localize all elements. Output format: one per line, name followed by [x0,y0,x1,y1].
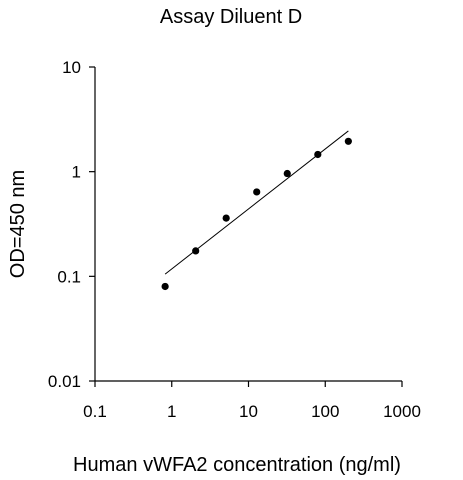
x-tick-label: 1 [167,402,176,421]
data-point [314,150,322,159]
data-point [161,282,169,291]
y-axis-label: OD=450 nm [7,170,29,278]
data-point [253,188,261,196]
chart-title: Assay Diluent D [160,6,302,28]
x-tick-label: 100 [311,402,339,421]
axes [94,67,402,382]
y-tick-label: 1 [72,163,81,182]
data-point [192,247,200,255]
data-point [222,214,230,222]
data-point [344,137,352,145]
data-points [161,137,352,291]
y-tick-label: 0.01 [48,372,81,391]
x-tick-label: 1000 [383,402,421,421]
y-tick-label: 0.1 [57,267,81,286]
x-tick-label: 0.1 [83,402,107,421]
data-point [283,169,291,178]
y-tick-label: 10 [62,58,81,77]
x-tick-label: 10 [239,402,258,421]
x-axis-label: Human vWFA2 concentration (ng/ml) [73,454,401,476]
